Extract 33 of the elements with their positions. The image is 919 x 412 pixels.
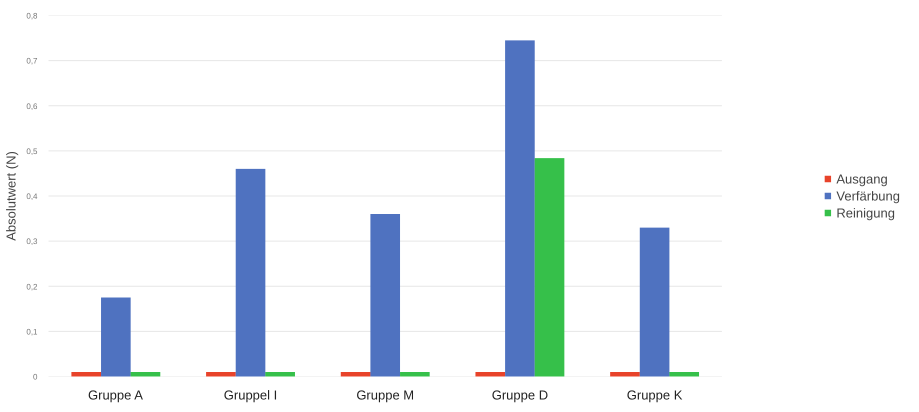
y-tick-label: 0,4: [26, 192, 38, 201]
bar: [534, 158, 564, 376]
legend-label: Ausgang: [836, 171, 888, 186]
bar: [505, 40, 535, 376]
bar: [370, 214, 400, 376]
bar: [71, 372, 102, 376]
x-tick-label: Gruppel I: [224, 388, 278, 402]
y-tick-label: 0,1: [26, 327, 38, 336]
legend-label: Reinigung: [836, 205, 895, 220]
y-tick-label: 0,2: [26, 282, 38, 292]
bar: [640, 228, 670, 376]
x-tick-label: Gruppe K: [626, 388, 683, 402]
bar: [475, 372, 506, 376]
y-tick-label: 0,6: [26, 102, 38, 111]
bar: [610, 372, 640, 376]
x-tick-label: Gruppe M: [356, 388, 414, 402]
x-tick-label: Gruppe A: [88, 388, 144, 402]
y-tick-label: 0,3: [26, 237, 38, 246]
bar: [400, 372, 430, 376]
y-tick-label: 0: [33, 372, 38, 382]
bar: [669, 372, 700, 376]
y-axis-title: Absolutwert (N): [3, 151, 18, 241]
bar: [236, 168, 266, 376]
y-tick-label: 0,7: [26, 56, 38, 66]
y-tick-label: 0,8: [26, 12, 38, 20]
y-tick-label: 0,5: [26, 146, 38, 156]
bar: [206, 372, 236, 376]
bar: [340, 372, 370, 376]
bar: [130, 372, 160, 376]
bar: [101, 298, 131, 376]
bar: [265, 372, 295, 376]
x-tick-label: Gruppe D: [492, 388, 548, 402]
legend-label: Verfärbung: [836, 188, 900, 203]
